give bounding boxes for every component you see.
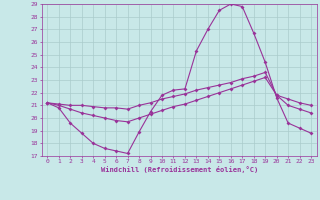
X-axis label: Windchill (Refroidissement éolien,°C): Windchill (Refroidissement éolien,°C) bbox=[100, 166, 258, 173]
